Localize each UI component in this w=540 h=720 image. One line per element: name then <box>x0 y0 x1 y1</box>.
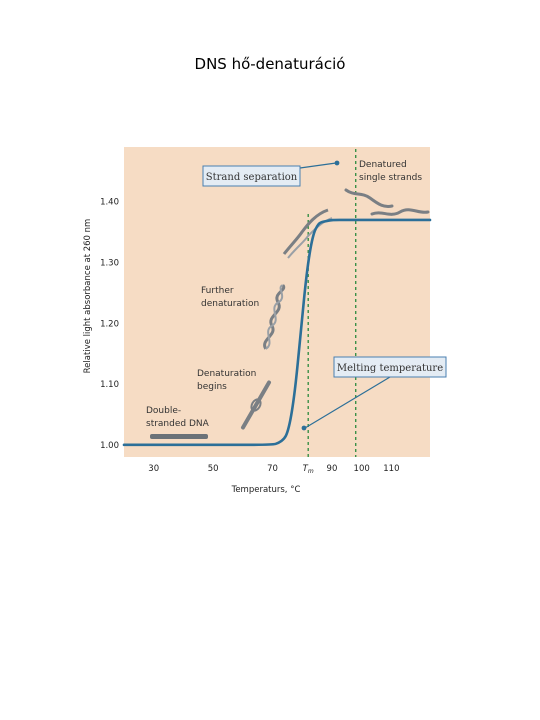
tm-label-sub: m <box>308 468 314 475</box>
melting-temperature-label: Melting temperature <box>337 363 443 374</box>
y-axis-ticks: 1.00 1.10 1.20 1.30 1.40 <box>100 198 119 451</box>
y-axis-title: Relative light absorbance at 260 nm <box>83 219 93 374</box>
x-axis-ticks: 30 50 70 90 100 110 <box>148 464 399 474</box>
denaturation-begins-line1: Denaturation <box>197 369 256 379</box>
y-tick-label: 1.40 <box>100 198 119 208</box>
denaturation-begins-line2: begins <box>197 382 227 392</box>
x-tick-label: 50 <box>208 464 219 474</box>
further-denaturation-line1: Further <box>201 286 234 296</box>
strand-separation-pointer <box>299 162 337 169</box>
single-strands-icon <box>344 188 430 216</box>
melting-temperature-box <box>333 356 447 378</box>
further-denaturation-line2: denaturation <box>201 299 259 309</box>
x-tick-label: 70 <box>267 464 278 474</box>
strand-separation-box <box>202 165 301 187</box>
melting-curve <box>122 218 432 447</box>
y-tick-label: 1.00 <box>100 441 119 451</box>
annotation-pointers <box>299 160 391 431</box>
y-tick-label: 1.10 <box>100 380 119 390</box>
series-layer <box>122 218 432 447</box>
x-tick-label: 90 <box>327 464 338 474</box>
melting-temperature-point <box>301 425 307 431</box>
strand-separation-label: Strand separation <box>206 172 298 183</box>
melting-temperature-pointer <box>304 376 391 429</box>
tm-label-main: T <box>303 464 309 474</box>
double-stranded-line2: stranded DNA <box>146 419 210 429</box>
x-axis-title: Temperaturs, °C <box>231 485 301 495</box>
x-tick-label: 110 <box>383 464 399 474</box>
tm-label: Tm <box>303 464 314 475</box>
strand-separation-point <box>334 160 340 166</box>
double-stranded-line1: Double- <box>146 406 181 416</box>
denatured-label-line2: single strands <box>359 173 422 183</box>
y-tick-label: 1.30 <box>100 258 119 268</box>
guide-lines <box>307 149 357 457</box>
further-denaturation-icon <box>263 284 286 350</box>
page-title: DNS hő-denaturáció <box>194 55 346 73</box>
x-tick-label: 30 <box>148 464 159 474</box>
double-stranded-dna-icon <box>150 434 208 439</box>
beginning-denaturation-icon <box>241 380 271 430</box>
denatured-label-line1: Denatured <box>359 160 407 170</box>
y-tick-label: 1.20 <box>100 319 119 329</box>
x-tick-label: 100 <box>354 464 370 474</box>
